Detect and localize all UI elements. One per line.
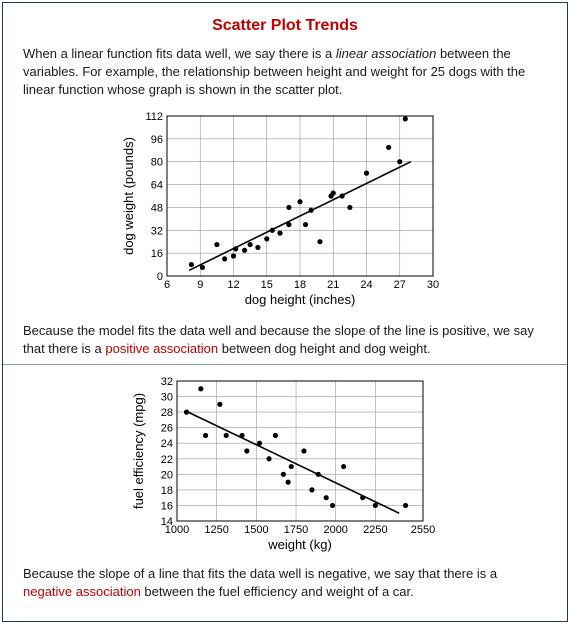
svg-text:1750: 1750 — [284, 524, 308, 536]
svg-text:2550: 2550 — [411, 524, 435, 536]
svg-text:2000: 2000 — [323, 524, 347, 536]
svg-text:1250: 1250 — [204, 524, 228, 536]
svg-text:6: 6 — [164, 279, 170, 291]
svg-text:dog height (inches): dog height (inches) — [245, 292, 356, 307]
negative-paragraph: Because the slope of a line that fits th… — [23, 565, 547, 601]
content-card: Scatter Plot Trends When a linear functi… — [2, 2, 568, 622]
svg-text:80: 80 — [151, 156, 163, 168]
svg-text:28: 28 — [161, 407, 173, 419]
intro-em: linear association — [336, 46, 436, 61]
svg-text:30: 30 — [427, 279, 439, 291]
svg-text:16: 16 — [151, 248, 163, 260]
svg-text:18: 18 — [294, 279, 306, 291]
svg-text:30: 30 — [161, 391, 173, 403]
intro-paragraph: When a linear function fits data well, w… — [23, 45, 547, 100]
chart2-wrap: 1000125015001750200022502550141618202224… — [23, 373, 547, 559]
svg-text:18: 18 — [161, 485, 173, 497]
intro-pre: When a linear function fits data well, w… — [23, 46, 336, 61]
car-scatter-chart: 1000125015001750200022502550141618202224… — [105, 373, 465, 559]
svg-text:26: 26 — [161, 423, 173, 435]
chart1-wrap: 6 9 12 15 18 21 24 27 30 0 16 32 48 64 80 96 112 dog heig… — [23, 106, 547, 316]
svg-text:2250: 2250 — [363, 524, 387, 536]
svg-text:0: 0 — [157, 271, 163, 283]
dog-scatter-chart: 6 9 12 15 18 21 24 27 30 0 16 32 48 64 80 96 112 dog heig… — [105, 106, 465, 316]
svg-text:dog weight (pounds): dog weight (pounds) — [121, 137, 136, 255]
positive-paragraph: Because the model fits the data well and… — [23, 322, 547, 358]
neg-post: between the fuel efficiency and weight o… — [141, 584, 414, 599]
section-divider — [3, 364, 567, 365]
pos-red: positive association — [105, 341, 218, 356]
svg-text:24: 24 — [161, 438, 173, 450]
svg-text:9: 9 — [197, 279, 203, 291]
svg-text:27: 27 — [394, 279, 406, 291]
page-title: Scatter Plot Trends — [23, 17, 547, 35]
svg-text:16: 16 — [161, 500, 173, 512]
svg-text:32: 32 — [151, 225, 163, 237]
svg-text:12: 12 — [227, 279, 239, 291]
svg-text:weight (kg): weight (kg) — [267, 537, 332, 552]
svg-text:1500: 1500 — [244, 524, 268, 536]
svg-text:21: 21 — [327, 279, 339, 291]
svg-text:14: 14 — [161, 516, 173, 528]
svg-text:fuel efficiency (mpg): fuel efficiency (mpg) — [131, 393, 146, 509]
neg-red: negative association — [23, 584, 141, 599]
svg-text:20: 20 — [161, 469, 173, 481]
svg-text:112: 112 — [145, 111, 163, 123]
svg-text:96: 96 — [151, 133, 163, 145]
pos-post: between dog height and dog weight. — [218, 341, 431, 356]
svg-text:24: 24 — [360, 279, 372, 291]
neg-pre: Because the slope of a line that fits th… — [23, 566, 497, 581]
svg-text:15: 15 — [261, 279, 273, 291]
svg-text:22: 22 — [161, 454, 173, 466]
svg-text:64: 64 — [151, 179, 163, 191]
svg-text:48: 48 — [151, 202, 163, 214]
svg-text:32: 32 — [161, 376, 173, 388]
